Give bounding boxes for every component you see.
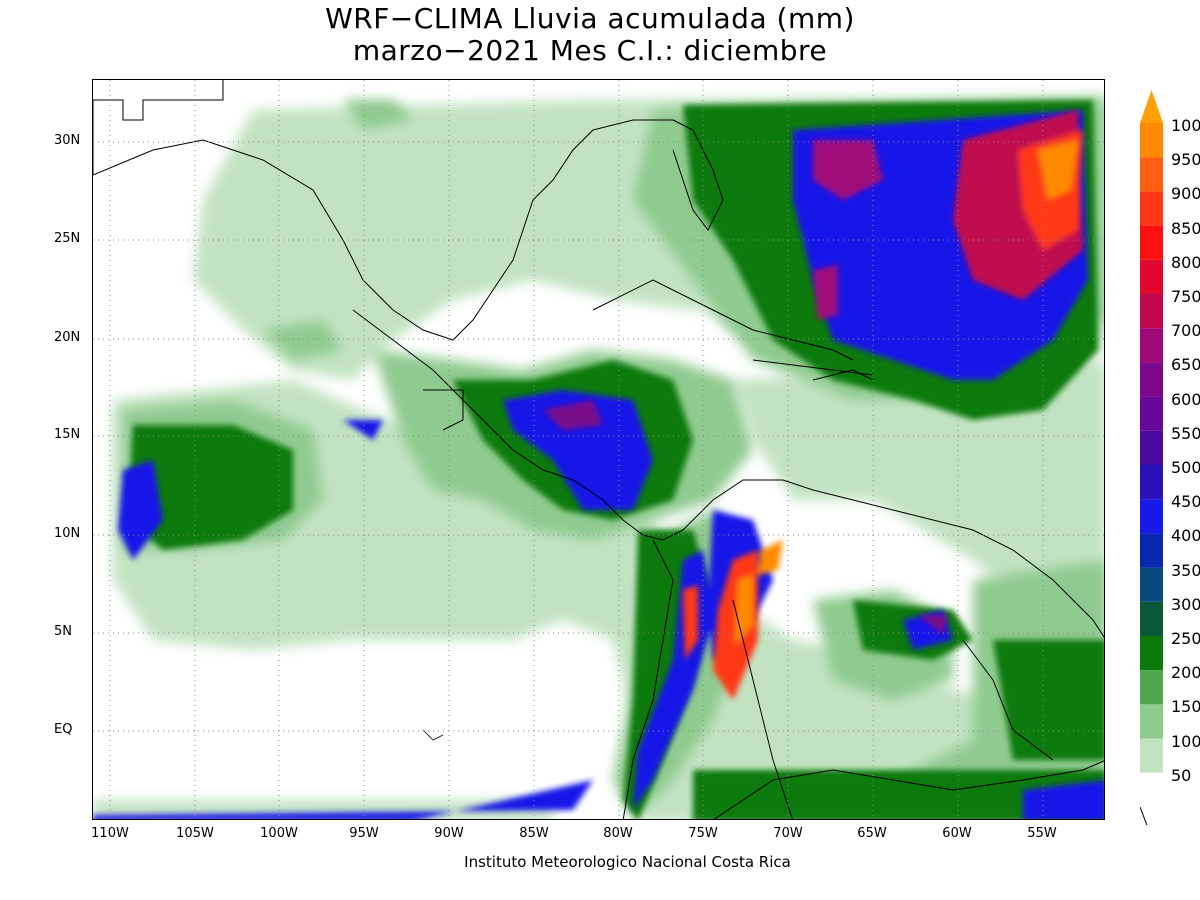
lon-label-65w: 65W (857, 826, 887, 841)
chart-subtitle: marzo−2021 Mes C.I.: diciembre (352, 34, 828, 67)
lon-label-100w: 100W (260, 826, 298, 841)
colorbar-label: 250 (1171, 629, 1200, 648)
lat-label-eq: EQ (54, 722, 73, 737)
colorbar-label: 100 (1171, 116, 1200, 135)
colorbar-label: 150 (1171, 697, 1200, 717)
colorbar-swatch (1140, 704, 1163, 739)
lon-label-110w: 110W (91, 826, 129, 841)
colorbar-swatch (1140, 157, 1163, 192)
lat-label-20n: 20N (54, 330, 81, 345)
colorbar-legend (1140, 90, 1163, 825)
colorbar-label: 200 (1171, 663, 1200, 683)
colorbar-label: 300 (1171, 594, 1200, 614)
lon-label-90w: 90W (434, 826, 464, 841)
colorbar-swatch (1140, 396, 1163, 431)
colorbar-swatch (1140, 601, 1163, 636)
lon-label-55w: 55W (1027, 826, 1057, 841)
colorbar-swatch (1140, 465, 1163, 500)
colorbar-swatch (1140, 670, 1163, 705)
colorbar-label: 700 (1171, 321, 1200, 341)
colorbar-label: 900 (1171, 184, 1200, 204)
colorbar-swatch (1140, 123, 1163, 158)
colorbar-label: 850 (1171, 218, 1200, 238)
colorbar-label: 100 (1171, 731, 1200, 751)
colorbar-label: 400 (1171, 526, 1200, 546)
lon-label-60w: 60W (942, 826, 972, 841)
colorbar-label: 750 (1171, 287, 1200, 306)
colorbar-arrow-top (1140, 90, 1163, 123)
credit-footer: Instituto Meteorologico Nacional Costa R… (464, 853, 791, 871)
colorbar-swatch (1140, 191, 1163, 226)
colorbar-label: 600 (1171, 389, 1200, 409)
colorbar-label: 550 (1171, 423, 1200, 443)
lon-label-95w: 95W (349, 826, 379, 841)
precipitation-map (92, 79, 1105, 820)
chart-title: WRF−CLIMA Lluvia acumulada (mm) (325, 2, 855, 35)
graticule (93, 80, 1104, 819)
colorbar-label: 450 (1171, 492, 1200, 512)
colorbar-swatch (1140, 636, 1163, 671)
colorbar-swatch (1140, 328, 1163, 363)
colorbar-swatch (1140, 225, 1163, 260)
lon-label-85w: 85W (519, 826, 549, 841)
colorbar-label: 50 (1171, 765, 1192, 785)
colorbar-swatch (1140, 567, 1163, 602)
colorbar-swatch (1140, 533, 1163, 568)
colorbar-swatch (1140, 259, 1163, 294)
colorbar-label: 950 (1171, 150, 1200, 170)
lat-label-10n: 10N (54, 526, 81, 541)
colorbar-arrow-bottom (1140, 806, 1148, 825)
coastlines (93, 80, 1104, 819)
rain-600-1000 (543, 110, 1083, 700)
lat-label-30n: 30N (54, 133, 81, 148)
colorbar-swatch (1140, 772, 1163, 807)
lat-label-25n: 25N (54, 231, 81, 246)
colorbar-swatch (1140, 738, 1163, 773)
colorbar-swatch (1140, 430, 1163, 465)
lat-label-15n: 15N (54, 427, 81, 442)
colorbar-label: 350 (1171, 560, 1200, 580)
colorbar-swatch (1140, 294, 1163, 329)
colorbar-label: 500 (1171, 458, 1200, 477)
colorbar-label: 800 (1171, 252, 1200, 272)
lon-label-80w: 80W (603, 826, 633, 841)
rainfall-field (93, 80, 1104, 819)
lat-label-5n: 5N (54, 624, 72, 639)
lon-label-105w: 105W (176, 826, 214, 841)
lon-label-75w: 75W (688, 826, 718, 841)
colorbar-label: 650 (1171, 355, 1200, 375)
lon-label-70w: 70W (773, 826, 803, 841)
colorbar-swatch (1140, 499, 1163, 534)
colorbar-swatch (1140, 362, 1163, 397)
